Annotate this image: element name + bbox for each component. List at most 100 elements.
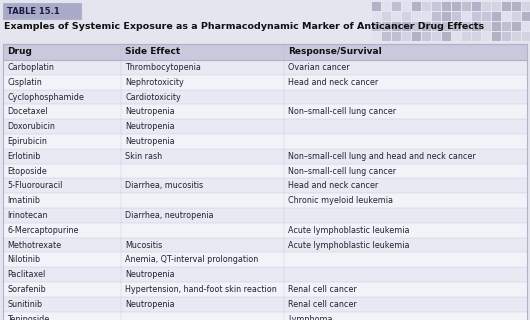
Text: Head and neck cancer: Head and neck cancer <box>288 181 378 190</box>
FancyBboxPatch shape <box>452 12 461 21</box>
FancyBboxPatch shape <box>482 32 491 41</box>
Text: Carboplatin: Carboplatin <box>7 63 54 72</box>
FancyBboxPatch shape <box>382 22 391 31</box>
FancyBboxPatch shape <box>522 22 530 31</box>
FancyBboxPatch shape <box>502 2 511 11</box>
FancyBboxPatch shape <box>412 32 421 41</box>
Text: Cardiotoxicity: Cardiotoxicity <box>125 92 181 101</box>
FancyBboxPatch shape <box>3 104 527 119</box>
Text: Diarrhea, neutropenia: Diarrhea, neutropenia <box>125 211 214 220</box>
Text: Doxorubicin: Doxorubicin <box>7 122 55 131</box>
Text: Mucositis: Mucositis <box>125 241 162 250</box>
FancyBboxPatch shape <box>3 44 527 320</box>
FancyBboxPatch shape <box>502 22 511 31</box>
Text: Sorafenib: Sorafenib <box>7 285 46 294</box>
FancyBboxPatch shape <box>402 32 411 41</box>
FancyBboxPatch shape <box>412 22 421 31</box>
Text: Erlotinib: Erlotinib <box>7 152 40 161</box>
Text: Response/Survival: Response/Survival <box>288 47 382 57</box>
FancyBboxPatch shape <box>512 32 521 41</box>
FancyBboxPatch shape <box>522 2 530 11</box>
FancyBboxPatch shape <box>402 22 411 31</box>
FancyBboxPatch shape <box>432 32 441 41</box>
FancyBboxPatch shape <box>502 32 511 41</box>
FancyBboxPatch shape <box>3 297 527 312</box>
Text: Side Effect: Side Effect <box>125 47 180 57</box>
FancyBboxPatch shape <box>3 119 527 134</box>
Text: Neutropenia: Neutropenia <box>125 107 174 116</box>
FancyBboxPatch shape <box>462 32 471 41</box>
FancyBboxPatch shape <box>412 2 421 11</box>
FancyBboxPatch shape <box>3 3 81 19</box>
Text: Renal cell cancer: Renal cell cancer <box>288 285 357 294</box>
Text: Neutropenia: Neutropenia <box>125 300 174 309</box>
Text: Methotrexate: Methotrexate <box>7 241 61 250</box>
Text: Imatinib: Imatinib <box>7 196 40 205</box>
FancyBboxPatch shape <box>432 2 441 11</box>
FancyBboxPatch shape <box>442 32 451 41</box>
FancyBboxPatch shape <box>422 32 431 41</box>
FancyBboxPatch shape <box>372 12 381 21</box>
Text: Teniposide: Teniposide <box>7 315 49 320</box>
FancyBboxPatch shape <box>3 193 527 208</box>
Text: Neutropenia: Neutropenia <box>125 122 174 131</box>
FancyBboxPatch shape <box>472 2 481 11</box>
Text: Nilotinib: Nilotinib <box>7 255 40 264</box>
FancyBboxPatch shape <box>452 2 461 11</box>
Text: 5-Fluorouracil: 5-Fluorouracil <box>7 181 63 190</box>
Text: Chronic myeloid leukemia: Chronic myeloid leukemia <box>288 196 393 205</box>
Text: Hypertension, hand-foot skin reaction: Hypertension, hand-foot skin reaction <box>125 285 277 294</box>
FancyBboxPatch shape <box>442 12 451 21</box>
FancyBboxPatch shape <box>422 2 431 11</box>
FancyBboxPatch shape <box>492 22 501 31</box>
FancyBboxPatch shape <box>3 75 527 90</box>
FancyBboxPatch shape <box>452 22 461 31</box>
FancyBboxPatch shape <box>3 44 527 60</box>
Text: Head and neck cancer: Head and neck cancer <box>288 78 378 87</box>
Text: Non–small-cell lung cancer: Non–small-cell lung cancer <box>288 107 396 116</box>
Text: 6-Mercaptopurine: 6-Mercaptopurine <box>7 226 78 235</box>
Text: Paclitaxel: Paclitaxel <box>7 270 45 279</box>
FancyBboxPatch shape <box>3 282 527 297</box>
FancyBboxPatch shape <box>472 12 481 21</box>
FancyBboxPatch shape <box>3 252 527 267</box>
FancyBboxPatch shape <box>3 134 527 149</box>
Text: Anemia, QT-interval prolongation: Anemia, QT-interval prolongation <box>125 255 258 264</box>
FancyBboxPatch shape <box>512 12 521 21</box>
FancyBboxPatch shape <box>422 22 431 31</box>
Text: Irinotecan: Irinotecan <box>7 211 48 220</box>
FancyBboxPatch shape <box>442 22 451 31</box>
FancyBboxPatch shape <box>492 2 501 11</box>
Text: Non–small-cell lung and head and neck cancer: Non–small-cell lung and head and neck ca… <box>288 152 476 161</box>
FancyBboxPatch shape <box>452 32 461 41</box>
Text: Neutropenia: Neutropenia <box>125 270 174 279</box>
Text: Cisplatin: Cisplatin <box>7 78 42 87</box>
FancyBboxPatch shape <box>472 22 481 31</box>
Text: Acute lymphoblastic leukemia: Acute lymphoblastic leukemia <box>288 241 410 250</box>
FancyBboxPatch shape <box>3 60 527 75</box>
FancyBboxPatch shape <box>492 12 501 21</box>
FancyBboxPatch shape <box>3 179 527 193</box>
FancyBboxPatch shape <box>482 22 491 31</box>
FancyBboxPatch shape <box>482 12 491 21</box>
FancyBboxPatch shape <box>372 22 381 31</box>
FancyBboxPatch shape <box>522 32 530 41</box>
FancyBboxPatch shape <box>502 12 511 21</box>
Text: Renal cell cancer: Renal cell cancer <box>288 300 357 309</box>
FancyBboxPatch shape <box>492 32 501 41</box>
Text: TABLE 15.1: TABLE 15.1 <box>7 6 60 15</box>
FancyBboxPatch shape <box>392 2 401 11</box>
FancyBboxPatch shape <box>3 223 527 237</box>
FancyBboxPatch shape <box>3 149 527 164</box>
FancyBboxPatch shape <box>462 2 471 11</box>
FancyBboxPatch shape <box>472 32 481 41</box>
FancyBboxPatch shape <box>432 12 441 21</box>
Text: Ovarian cancer: Ovarian cancer <box>288 63 350 72</box>
FancyBboxPatch shape <box>462 22 471 31</box>
Text: Neutropenia: Neutropenia <box>125 137 174 146</box>
FancyBboxPatch shape <box>382 2 391 11</box>
Text: Examples of Systemic Exposure as a Pharmacodynamic Marker of Anticancer Drug Eff: Examples of Systemic Exposure as a Pharm… <box>4 22 484 31</box>
FancyBboxPatch shape <box>402 2 411 11</box>
FancyBboxPatch shape <box>3 208 527 223</box>
Text: Skin rash: Skin rash <box>125 152 162 161</box>
